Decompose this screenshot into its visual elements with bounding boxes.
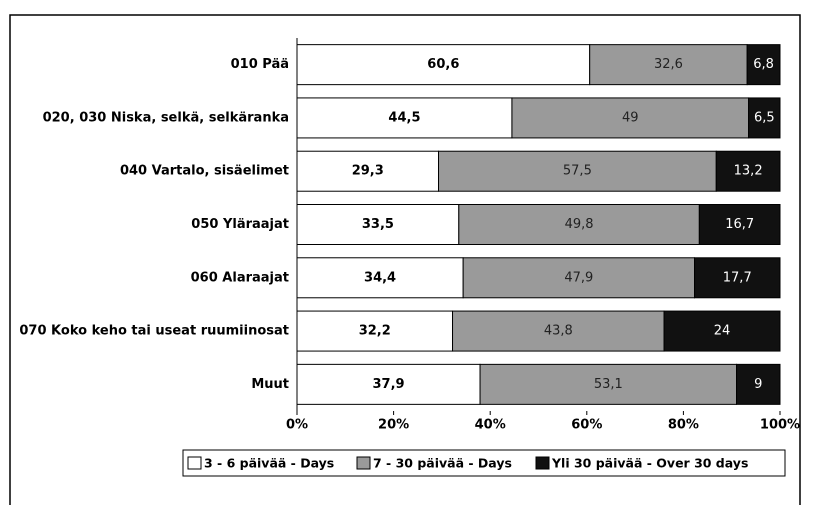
- data-label: 6,8: [753, 57, 774, 72]
- bar-segment: [715, 150, 781, 192]
- legend-swatch: [356, 456, 371, 470]
- x-tick-label: 60%: [571, 418, 602, 433]
- category-label: 040 Vartalo, sisäelimet: [120, 164, 289, 179]
- data-label: 49: [622, 110, 639, 125]
- data-label: 34,4: [364, 270, 396, 285]
- category-label: 050 Yläraajat: [191, 217, 289, 232]
- data-label: 29,3: [352, 164, 384, 179]
- bar-segment: [296, 204, 460, 245]
- bar-segment: [746, 44, 781, 86]
- data-label: 16,7: [725, 217, 754, 232]
- bar-segment: [589, 44, 748, 86]
- data-label: 32,6: [654, 57, 683, 72]
- data-label: 37,9: [372, 377, 404, 392]
- data-label: 49,8: [565, 217, 594, 232]
- category-label: 060 Alaraajat: [191, 270, 289, 285]
- legend-swatch: [187, 456, 202, 470]
- legend-label: Yli 30 päivää - Over 30 days: [551, 456, 748, 471]
- bar-segment: [698, 204, 781, 245]
- data-label: 57,5: [563, 164, 592, 179]
- bar-segment: [479, 363, 738, 405]
- data-label: 24: [714, 324, 731, 339]
- data-label: 32,2: [359, 324, 391, 339]
- data-label: 44,5: [388, 110, 420, 125]
- data-label: 17,7: [723, 270, 752, 285]
- legend-label: 3 - 6 päivää - Days: [204, 456, 334, 471]
- data-label: 33,5: [362, 217, 394, 232]
- data-label: 9: [754, 377, 762, 392]
- data-label: 13,2: [734, 164, 763, 179]
- category-label: Muut: [251, 377, 289, 392]
- x-tick-label: 20%: [378, 418, 409, 433]
- bar-segment: [748, 97, 781, 139]
- bar-segment: [663, 310, 781, 352]
- bar-segment: [694, 257, 781, 299]
- x-tick-label: 40%: [475, 418, 506, 433]
- legend-label: 7 - 30 päivää - Days: [373, 456, 512, 471]
- legend-swatch: [535, 456, 550, 470]
- x-tick-label: 100%: [760, 418, 800, 433]
- bar-segment: [452, 310, 665, 352]
- data-label: 53,1: [594, 377, 623, 392]
- bar-segment: [458, 204, 700, 245]
- bar-segment: [511, 97, 750, 139]
- legend-box: [182, 449, 786, 477]
- bar-segment: [296, 44, 591, 86]
- bar-segment: [296, 363, 481, 405]
- category-label: 020, 030 Niska, selkä, selkäranka: [43, 110, 289, 125]
- data-label: 60,6: [427, 57, 459, 72]
- bar-segment: [736, 363, 781, 405]
- bar-segment: [296, 310, 454, 352]
- bar-segment: [296, 257, 464, 299]
- data-label: 47,9: [564, 270, 593, 285]
- x-tick-label: 0%: [286, 418, 308, 433]
- bar-segment: [438, 150, 717, 192]
- frame: [9, 14, 801, 505]
- x-tick-label: 80%: [668, 418, 699, 433]
- data-label: 43,8: [544, 324, 573, 339]
- data-label: 6,5: [754, 110, 775, 125]
- bar-segment: [462, 257, 696, 299]
- category-label: 070 Koko keho tai useat ruumiinosat: [19, 324, 289, 339]
- category-label: 010 Pää: [231, 57, 289, 72]
